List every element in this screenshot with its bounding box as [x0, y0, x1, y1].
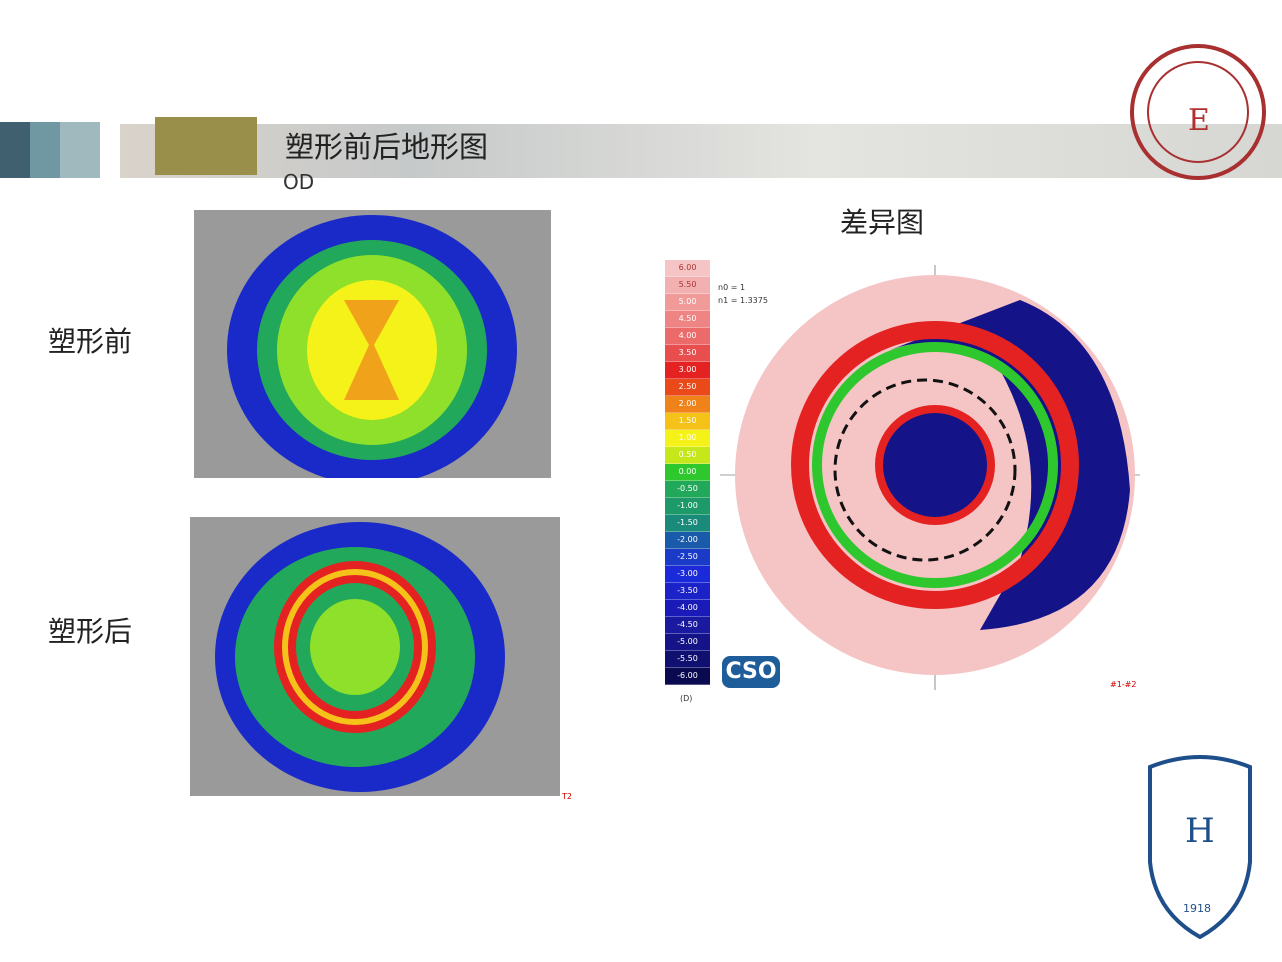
scale-step: -3.50 — [665, 583, 710, 600]
scale-step: 4.00 — [665, 328, 710, 345]
difference-map-mark: #1-#2 — [1110, 680, 1137, 689]
scale-step: -5.50 — [665, 651, 710, 668]
header-decoration — [0, 122, 100, 178]
scale-step: -1.50 — [665, 515, 710, 532]
cso-logo: CSO — [722, 656, 780, 688]
scale-step: -6.00 — [665, 668, 710, 685]
svg-text:E: E — [1188, 103, 1210, 138]
scale-step: -4.50 — [665, 617, 710, 634]
scale-step: 3.50 — [665, 345, 710, 362]
n0-label: n0 = 1 — [718, 283, 746, 292]
scale-step: 0.50 — [665, 447, 710, 464]
after-topography-map — [190, 517, 560, 796]
after-label: 塑形后 — [48, 615, 133, 648]
header-band — [120, 124, 1282, 178]
difference-label: 差异图 — [840, 206, 925, 239]
color-scale: 6.00 5.50 5.00 4.50 4.00 3.50 3.00 2.50 2.00 1.50… — [665, 260, 710, 685]
scale-step: 5.00 — [665, 294, 710, 311]
scale-step: 1.00 — [665, 430, 710, 447]
after-map-mark: T2 — [562, 792, 572, 801]
scale-step: 2.00 — [665, 396, 710, 413]
scale-step: 0.00 — [665, 464, 710, 481]
scale-step: -0.50 — [665, 481, 710, 498]
scale-step: 3.00 — [665, 362, 710, 379]
scale-step: 5.50 — [665, 277, 710, 294]
scale-step: -2.00 — [665, 532, 710, 549]
difference-map — [720, 265, 1140, 690]
scale-step: -1.00 — [665, 498, 710, 515]
scale-unit: (D) — [680, 694, 693, 703]
page-title: 塑形前后地形图 — [285, 130, 489, 164]
before-topography-map — [194, 210, 551, 478]
scale-step: 6.00 — [665, 260, 710, 277]
n1-label: n1 = 1.3375 — [718, 296, 768, 305]
scale-step: 1.50 — [665, 413, 710, 430]
scale-step: 2.50 — [665, 379, 710, 396]
hospital-year: 1918 — [1183, 902, 1211, 915]
svg-text:H: H — [1185, 811, 1215, 851]
eye-label: OD — [283, 170, 315, 194]
hospital-logo: H 1918 — [1148, 755, 1252, 940]
header-accent-block — [155, 117, 257, 175]
before-label: 塑形前 — [48, 325, 133, 358]
scale-step: -4.00 — [665, 600, 710, 617]
scale-step: -5.00 — [665, 634, 710, 651]
university-logo: E — [1130, 44, 1266, 180]
scale-step: 4.50 — [665, 311, 710, 328]
scale-step: -3.00 — [665, 566, 710, 583]
scale-step: -2.50 — [665, 549, 710, 566]
